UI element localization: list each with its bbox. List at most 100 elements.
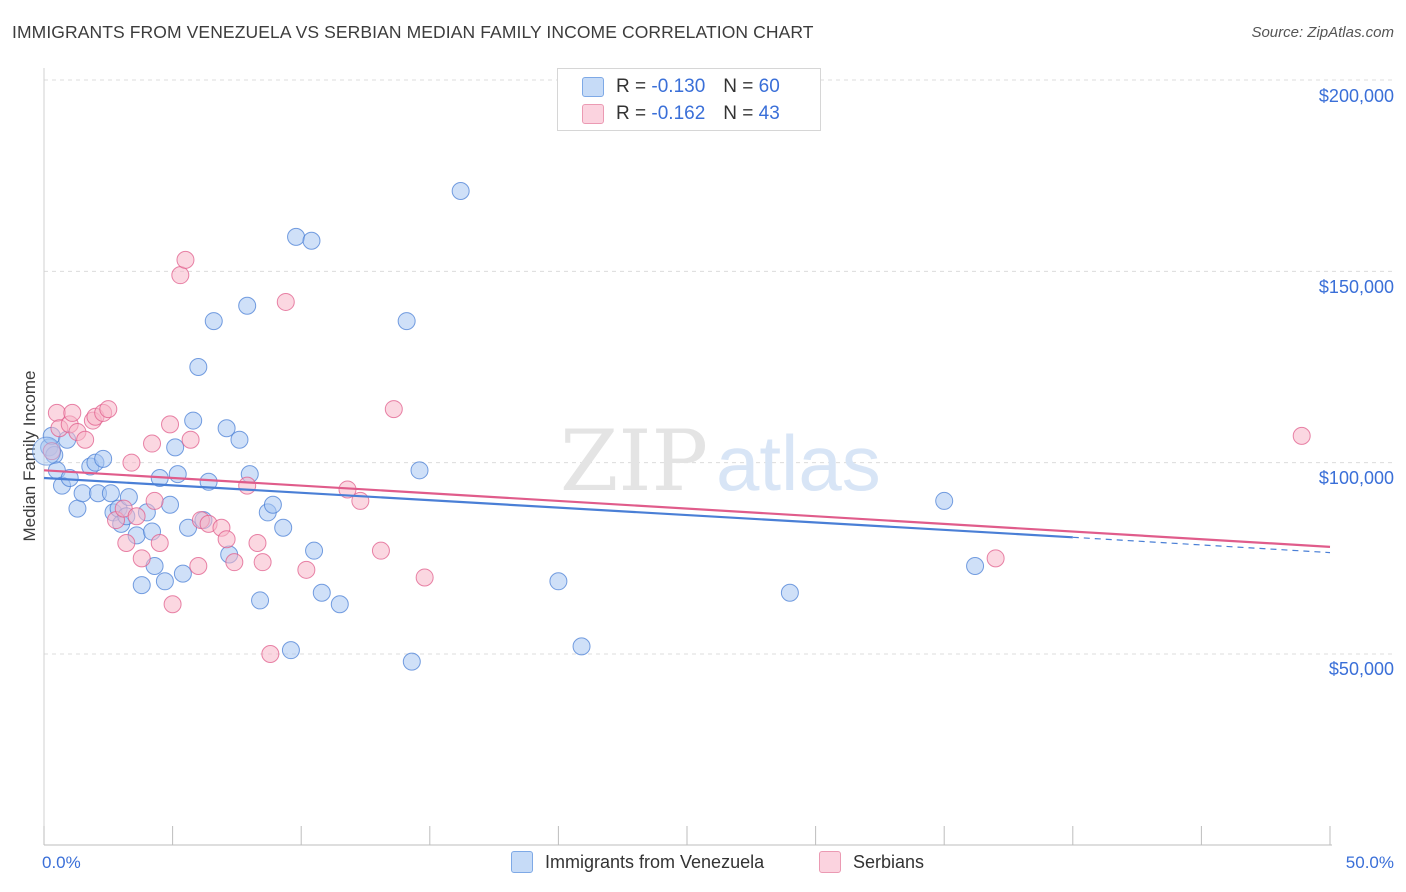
point-venezuela	[94, 449, 113, 468]
legend-r-label: R =	[616, 103, 647, 124]
point-venezuela	[451, 181, 470, 200]
point-venezuela	[101, 484, 120, 503]
point-venezuela	[168, 465, 187, 484]
point-serbian	[150, 534, 169, 553]
data-points	[32, 181, 1311, 671]
point-venezuela	[184, 411, 203, 430]
point-serbian	[217, 530, 236, 549]
legend-r-value: -0.162	[651, 103, 706, 124]
point-venezuela	[263, 495, 282, 514]
x-tick-label-max: 50.0%	[1345, 853, 1394, 872]
series-swatch-venezuela	[511, 851, 533, 873]
x-tick-label-min: 0.0%	[42, 853, 81, 872]
point-venezuela	[155, 572, 174, 591]
point-serbian	[371, 541, 390, 560]
point-venezuela	[397, 312, 416, 331]
source-label: Source: ZipAtlas.com	[1251, 24, 1394, 41]
legend-n-value: 43	[758, 103, 780, 124]
point-serbian	[63, 403, 82, 422]
watermark: ZIP atlas	[560, 412, 881, 510]
point-venezuela	[32, 436, 62, 466]
point-venezuela	[966, 556, 985, 575]
point-venezuela	[330, 595, 349, 614]
point-venezuela	[572, 637, 591, 656]
point-venezuela	[132, 576, 151, 595]
trend-line-venezuela	[43, 476, 1073, 539]
point-serbian	[117, 534, 136, 553]
legend-swatch-serbians	[582, 104, 604, 124]
watermark-atlas: atlas	[716, 419, 881, 507]
series-legend-label: Immigrants from Venezuela	[545, 851, 765, 872]
y-tick-label: $200,000	[1318, 86, 1394, 106]
point-serbian	[986, 549, 1005, 568]
series-legend-item-venezuela[interactable]: Immigrants from Venezuela	[511, 851, 764, 873]
legend-r-value: -0.130	[651, 76, 706, 97]
point-venezuela	[230, 430, 249, 449]
point-serbian	[171, 266, 190, 285]
gridlines	[44, 79, 1395, 655]
point-venezuela	[302, 231, 321, 250]
legend-n-label: N =	[723, 76, 754, 97]
point-serbian	[189, 556, 208, 575]
point-venezuela	[402, 652, 421, 671]
trend-line-serbians	[43, 469, 1331, 548]
point-serbian	[297, 560, 316, 579]
point-venezuela	[73, 484, 92, 503]
point-serbian	[143, 434, 162, 453]
point-venezuela	[549, 572, 568, 591]
point-venezuela	[251, 591, 270, 610]
point-serbian	[176, 250, 195, 269]
axes	[43, 68, 1332, 846]
point-serbian	[145, 491, 164, 510]
legend-n-value: 60	[758, 76, 780, 97]
point-serbian	[276, 292, 295, 311]
point-serbian	[99, 400, 118, 419]
legend-swatch-venezuela	[582, 77, 604, 97]
point-serbian	[76, 430, 95, 449]
watermark-zip: ZIP	[560, 412, 708, 510]
point-serbian	[122, 453, 141, 472]
y-tick-label: $100,000	[1318, 468, 1394, 488]
point-serbian	[225, 553, 244, 572]
point-serbian	[415, 568, 434, 587]
point-venezuela	[935, 491, 954, 510]
y-tick-label: $50,000	[1328, 659, 1394, 679]
legend-row-serbians: R = -0.162 N = 43	[582, 102, 780, 126]
y-tick-label: $150,000	[1318, 277, 1394, 297]
point-serbian	[253, 553, 272, 572]
chart-title: IMMIGRANTS FROM VENEZUELA VS SERBIAN MED…	[12, 22, 814, 42]
point-venezuela	[199, 472, 218, 491]
series-legend-label: Serbians	[853, 851, 925, 872]
series-legend-item-serbians[interactable]: Serbians	[819, 851, 924, 873]
point-venezuela	[312, 583, 331, 602]
point-venezuela	[189, 358, 208, 376]
point-venezuela	[217, 419, 236, 438]
point-serbian	[261, 645, 280, 663]
point-serbian	[238, 476, 257, 495]
point-venezuela	[204, 312, 223, 331]
stats-legend: R = -0.130 N = 60 R = -0.162 N = 43	[557, 68, 821, 131]
trend-line-venezuela-extrapolated	[1072, 536, 1331, 554]
point-serbian	[161, 415, 180, 434]
point-venezuela	[161, 495, 180, 514]
point-venezuela	[410, 461, 429, 480]
point-venezuela	[238, 296, 257, 315]
point-serbian	[163, 595, 182, 614]
legend-n-label: N =	[723, 103, 754, 124]
point-serbian	[1292, 426, 1311, 445]
point-venezuela	[281, 641, 300, 660]
point-serbian	[181, 430, 200, 449]
point-serbian	[127, 507, 146, 526]
point-serbian	[384, 400, 403, 419]
trend-lines	[43, 469, 1331, 554]
series-legend: Immigrants from Venezuela Serbians	[0, 851, 1406, 877]
point-venezuela	[287, 227, 306, 246]
point-venezuela	[68, 499, 87, 518]
point-venezuela	[166, 438, 185, 457]
point-serbian	[248, 534, 267, 553]
legend-row-venezuela: R = -0.130 N = 60	[582, 75, 780, 99]
point-venezuela	[305, 541, 324, 560]
point-venezuela	[173, 564, 192, 583]
point-serbian	[132, 549, 151, 568]
